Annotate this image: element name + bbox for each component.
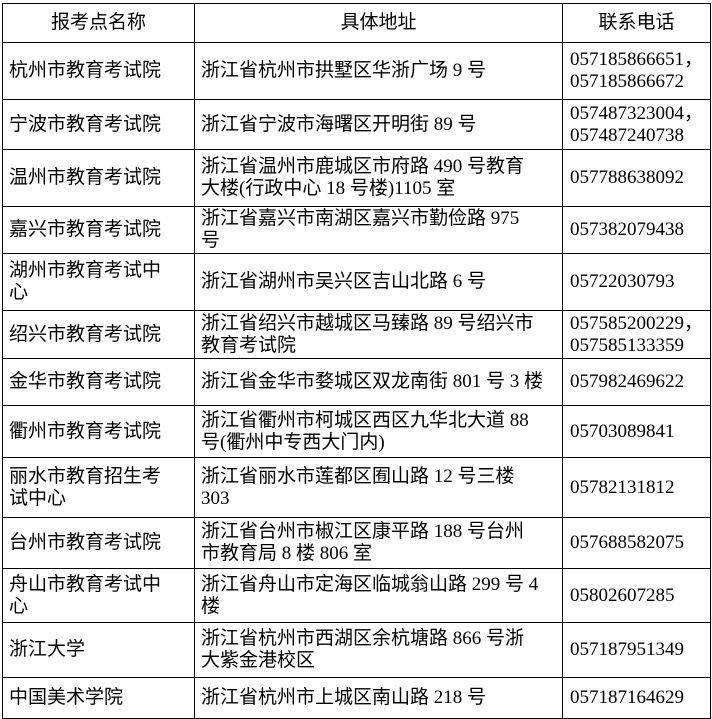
table-row: 舟山市教育考试中 心 浙江省舟山市定海区临城翁山路 299 号 4 楼 0580… [2,568,711,623]
site-phone-cell: 057585200229， 057585133359 [562,310,711,359]
site-phone-cell: 05703089841 [562,405,711,458]
column-header-address: 具体地址 [194,3,563,43]
site-name-cell: 台州市教育考试院 [2,517,195,569]
site-address-cell: 浙江省绍兴市越城区马臻路 89 号绍兴市 教育考试院 [194,310,563,359]
site-address-cell: 浙江省金华市婺城区双龙南街 801 号 3 楼 [194,358,563,406]
site-address-cell: 浙江省杭州市上城区南山路 218 号 [194,677,563,719]
table-row: 杭州市教育考试院 浙江省杭州市拱墅区华浙广场 9 号 057185866651，… [2,42,711,100]
site-name-cell: 舟山市教育考试中 心 [2,568,195,623]
site-name-cell: 衢州市教育考试院 [2,405,195,458]
table-row: 金华市教育考试院 浙江省金华市婺城区双龙南街 801 号 3 楼 0579824… [2,358,711,406]
site-name-cell: 湖州市教育考试中 心 [2,253,195,311]
site-phone-cell: 057187164629 [562,677,711,719]
site-name-cell: 宁波市教育考试院 [2,99,195,150]
site-name-cell: 嘉兴市教育考试院 [2,206,195,254]
table-row: 台州市教育考试院 浙江省台州市椒江区康平路 188 号台州 市教育局 8 楼 8… [2,517,711,569]
table-row: 嘉兴市教育考试院 浙江省嘉兴市南湖区嘉兴市勤俭路 975 号 057382079… [2,206,711,254]
site-name-cell: 中国美术学院 [2,677,195,719]
table-row: 绍兴市教育考试院 浙江省绍兴市越城区马臻路 89 号绍兴市 教育考试院 0575… [2,310,711,359]
site-address-cell: 浙江省湖州市吴兴区吉山北路 6 号 [194,253,563,311]
site-phone-cell: 05782131812 [562,457,711,518]
site-phone-cell: 057382079438 [562,206,711,254]
site-address-cell: 浙江省舟山市定海区临城翁山路 299 号 4 楼 [194,568,563,623]
site-name-cell: 温州市教育考试院 [2,149,195,207]
site-name-cell: 绍兴市教育考试院 [2,310,195,359]
site-phone-cell: 057788638092 [562,149,711,207]
site-phone-cell: 057185866651， 057185866672 [562,42,711,100]
table-row: 温州市教育考试院 浙江省温州市鹿城区市府路 490 号教育 大楼(行政中心 18… [2,149,711,207]
table-body: 杭州市教育考试院 浙江省杭州市拱墅区华浙广场 9 号 057185866651，… [2,42,711,719]
site-address-cell: 浙江省温州市鹿城区市府路 490 号教育 大楼(行政中心 18 号楼)1105 … [194,149,563,207]
table-row: 中国美术学院 浙江省杭州市上城区南山路 218 号 057187164629 [2,677,711,719]
site-phone-cell: 057688582075 [562,517,711,569]
column-header-site-name: 报考点名称 [2,3,195,43]
site-address-cell: 浙江省杭州市拱墅区华浙广场 9 号 [194,42,563,100]
site-address-cell: 浙江省丽水市莲都区囿山路 12 号三楼 303 [194,457,563,518]
site-address-cell: 浙江省杭州市西湖区余杭塘路 866 号浙 大紫金港校区 [194,622,563,678]
site-address-cell: 浙江省宁波市海曙区开明街 89 号 [194,99,563,150]
site-address-cell: 浙江省衢州市柯城区西区九华北大道 88 号(衢州中专西大门内) [194,405,563,458]
site-address-cell: 浙江省嘉兴市南湖区嘉兴市勤俭路 975 号 [194,206,563,254]
exam-sites-table: 报考点名称 具体地址 联系电话 杭州市教育考试院 浙江省杭州市拱墅区华浙广场 9… [2,3,711,719]
site-phone-cell: 05722030793 [562,253,711,311]
table-row: 宁波市教育考试院 浙江省宁波市海曙区开明街 89 号 057487323004，… [2,99,711,150]
column-header-phone: 联系电话 [562,3,711,43]
table-row: 衢州市教育考试院 浙江省衢州市柯城区西区九华北大道 88 号(衢州中专西大门内)… [2,405,711,458]
site-phone-cell: 057487323004， 057487240738 [562,99,711,150]
site-phone-cell: 057187951349 [562,622,711,678]
site-address-cell: 浙江省台州市椒江区康平路 188 号台州 市教育局 8 楼 806 室 [194,517,563,569]
table-row: 丽水市教育招生考 试中心 浙江省丽水市莲都区囿山路 12 号三楼 303 057… [2,457,711,518]
table-row: 浙江大学 浙江省杭州市西湖区余杭塘路 866 号浙 大紫金港校区 0571879… [2,622,711,678]
site-name-cell: 金华市教育考试院 [2,358,195,406]
site-phone-cell: 05802607285 [562,568,711,623]
site-name-cell: 杭州市教育考试院 [2,42,195,100]
table-row: 湖州市教育考试中 心 浙江省湖州市吴兴区吉山北路 6 号 05722030793 [2,253,711,311]
site-name-cell: 浙江大学 [2,622,195,678]
site-name-cell: 丽水市教育招生考 试中心 [2,457,195,518]
header-row: 报考点名称 具体地址 联系电话 [2,3,711,43]
site-phone-cell: 057982469622 [562,358,711,406]
